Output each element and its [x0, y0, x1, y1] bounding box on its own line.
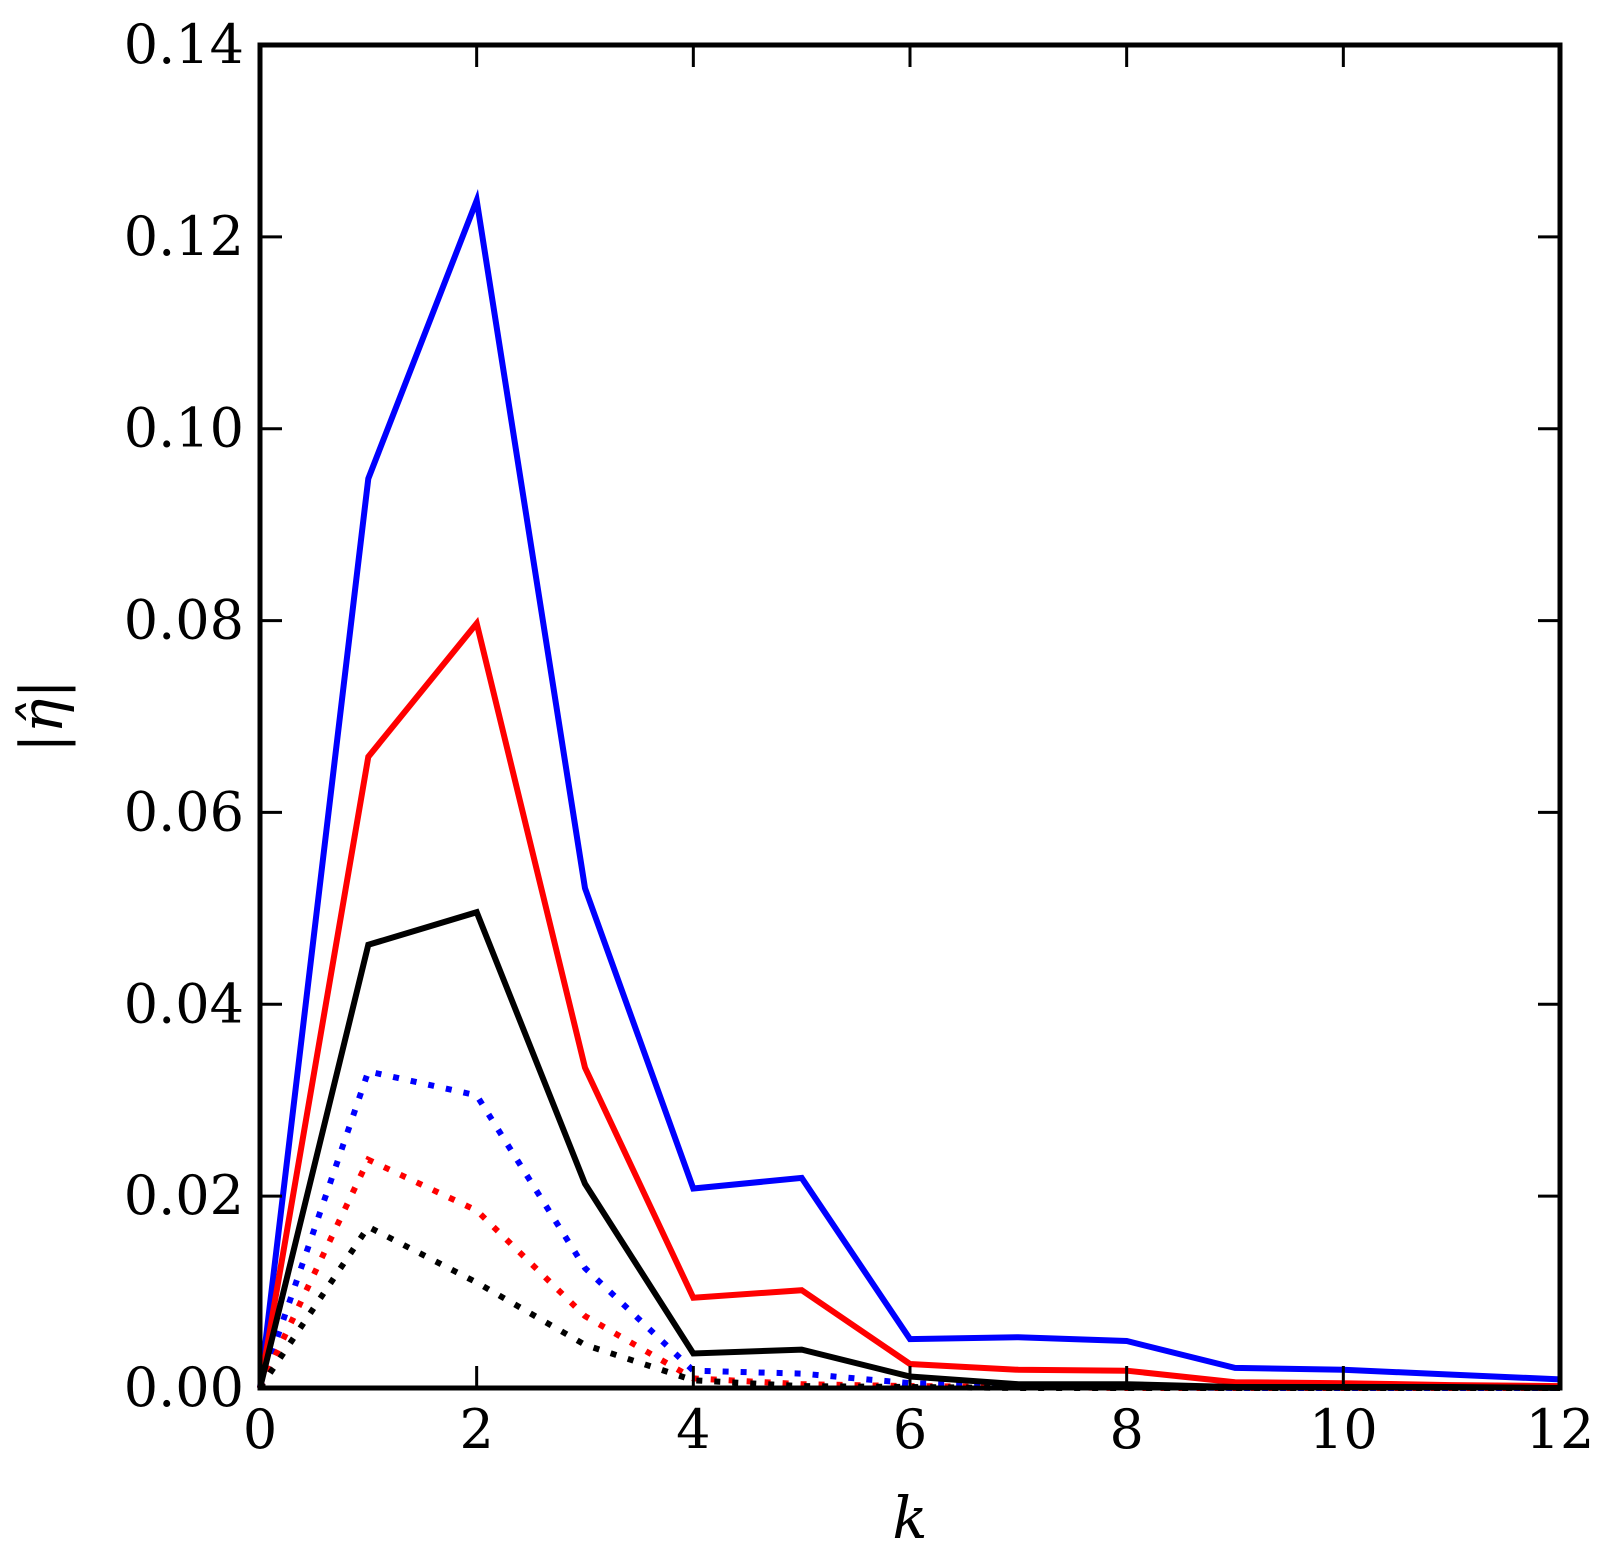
- y-tick-label: 0.14: [124, 13, 244, 76]
- x-tick-label: 6: [893, 1398, 927, 1461]
- x-tick-label: 10: [1309, 1398, 1378, 1461]
- ticks-layer: 0 2 4 6 8 10 12 0.00 0.02 0.04 0.06 0.08 0.10 0.12 0.1…: [124, 13, 1595, 1461]
- y-tick-label: 0.02: [124, 1164, 244, 1227]
- y-tick-label: 0.04: [124, 972, 244, 1035]
- series-line-1-solid: [257, 188, 1561, 1389]
- series-layer: [257, 188, 1561, 1391]
- y-tick-label: 0.10: [124, 397, 244, 460]
- y-tick-label: 0.00: [124, 1356, 244, 1419]
- x-tick-label: 0: [243, 1398, 277, 1461]
- y-tick-label: 0.08: [124, 589, 244, 652]
- y-tick-label: 0.12: [124, 205, 244, 268]
- x-tick-label: 4: [676, 1398, 710, 1461]
- x-tick-label: 12: [1526, 1398, 1595, 1461]
- x-axis-label: k: [892, 1484, 927, 1552]
- series-line-3-solid: [257, 908, 1561, 1391]
- y-axis-label: |η̂|: [8, 679, 76, 753]
- x-tick-label: 8: [1109, 1398, 1143, 1461]
- x-tick-label: 2: [459, 1398, 493, 1461]
- plot-frame: [257, 42, 1563, 1391]
- y-tick-label: 0.06: [124, 780, 244, 843]
